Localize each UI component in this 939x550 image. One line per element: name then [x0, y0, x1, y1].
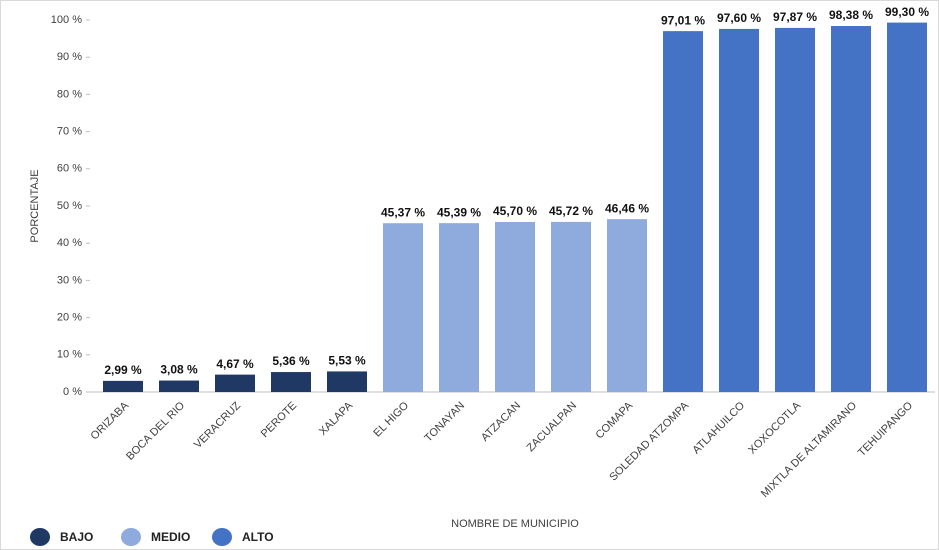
bar: [271, 372, 311, 392]
data-label: 45,37 %: [381, 205, 425, 219]
data-label: 4,67 %: [216, 357, 254, 371]
y-tick-label: 30 %: [57, 274, 82, 286]
data-label: 97,60 %: [717, 11, 761, 25]
data-label: 5,53 %: [328, 354, 366, 368]
data-label: 45,70 %: [493, 204, 537, 218]
bar: [159, 380, 199, 392]
bar: [383, 223, 423, 392]
data-label: 3,08 %: [160, 363, 198, 377]
bar: [495, 221, 535, 392]
bar: [439, 223, 479, 392]
bar: [215, 374, 255, 392]
data-label: 46,46 %: [605, 201, 649, 215]
y-tick-label: 70 %: [57, 126, 82, 138]
data-label: 45,72 %: [549, 204, 593, 218]
bar: [607, 219, 647, 392]
data-label: 99,30 %: [885, 5, 929, 19]
bar: [775, 27, 815, 393]
y-tick-label: 80 %: [57, 88, 82, 100]
legend-marker: [30, 528, 50, 546]
data-label: 97,01 %: [661, 13, 705, 27]
data-label: 5,36 %: [272, 354, 310, 368]
y-axis-label: PORCENTAJE: [29, 169, 41, 242]
data-label: 97,87 %: [773, 10, 817, 24]
y-tick-label: 20 %: [57, 312, 82, 324]
y-tick-label: 90 %: [57, 51, 82, 63]
x-axis-label: NOMBRE DE MUNICIPIO: [451, 518, 579, 530]
y-tick-label: 60 %: [57, 163, 82, 175]
y-tick-label: 100 %: [51, 14, 82, 26]
bar: [551, 221, 591, 392]
data-label: 2,99 %: [104, 363, 142, 377]
bar: [103, 380, 143, 392]
bar: [663, 31, 703, 392]
legend-label: MEDIO: [151, 530, 190, 544]
legend-marker: [121, 528, 141, 546]
y-tick-label: 10 %: [57, 349, 82, 361]
legend-label: BAJO: [60, 530, 93, 544]
y-tick-label: 50 %: [57, 200, 82, 212]
bar: [327, 371, 367, 392]
bar: [887, 22, 927, 392]
legend-marker: [212, 528, 232, 546]
bar: [831, 26, 871, 393]
y-tick-label: 0 %: [63, 386, 82, 398]
data-label: 98,38 %: [829, 8, 873, 22]
bar: [719, 28, 759, 392]
legend-label: ALTO: [242, 530, 274, 544]
y-tick-label: 40 %: [57, 237, 82, 249]
data-label: 45,39 %: [437, 205, 481, 219]
